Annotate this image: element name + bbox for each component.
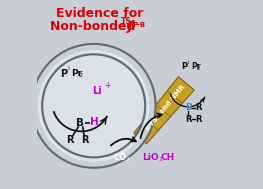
Polygon shape xyxy=(134,77,194,144)
Text: Pr: Pr xyxy=(71,69,82,78)
Text: TS: TS xyxy=(121,17,132,26)
Text: X-ray and NMR: X-ray and NMR xyxy=(145,84,186,132)
Text: Pr: Pr xyxy=(191,62,200,71)
Text: Li: Li xyxy=(93,86,102,96)
Circle shape xyxy=(37,49,150,163)
Text: +: + xyxy=(105,81,111,91)
Text: H: H xyxy=(90,117,99,127)
Text: B: B xyxy=(77,118,84,128)
Text: R: R xyxy=(185,115,191,124)
Text: 2: 2 xyxy=(159,157,163,162)
Text: 2: 2 xyxy=(197,66,200,70)
Text: LiO: LiO xyxy=(142,153,159,162)
Text: P: P xyxy=(181,62,187,71)
Text: P-B: P-B xyxy=(132,22,145,28)
Text: i: i xyxy=(188,60,189,65)
Text: CO: CO xyxy=(114,153,127,162)
Text: CH: CH xyxy=(160,153,175,162)
Text: R: R xyxy=(195,103,202,112)
Text: 2: 2 xyxy=(79,74,83,78)
Text: Evidence for: Evidence for xyxy=(56,7,143,20)
Text: R: R xyxy=(195,115,202,124)
Text: J: J xyxy=(127,20,132,33)
Text: Non-bonded: Non-bonded xyxy=(50,20,140,33)
Text: P: P xyxy=(60,69,67,79)
Text: i: i xyxy=(68,67,69,71)
Text: 2: 2 xyxy=(126,157,129,162)
Text: B: B xyxy=(185,103,192,112)
Text: R: R xyxy=(66,135,74,145)
Text: R: R xyxy=(82,135,89,145)
